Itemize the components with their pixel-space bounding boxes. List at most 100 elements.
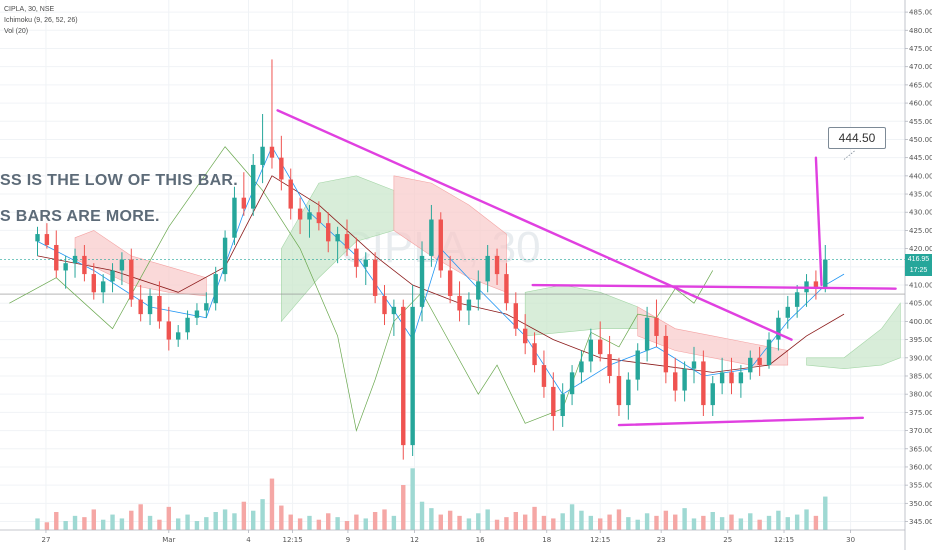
candle-body <box>185 317 190 333</box>
x-tick-label: 12:15 <box>283 536 303 544</box>
candle-body <box>794 292 800 307</box>
x-tick-label: 16 <box>476 536 485 544</box>
candle-body <box>776 317 781 340</box>
volume-bar <box>588 515 594 530</box>
candle-body <box>691 361 697 369</box>
volume-bar <box>532 506 537 530</box>
volume-bar <box>776 510 781 530</box>
candle-body <box>157 295 162 322</box>
candle-body <box>204 303 209 311</box>
legend-symbol[interactable]: CIPLA, 30, NSE <box>4 6 55 13</box>
candle-body <box>344 234 350 249</box>
volume-bar <box>241 501 247 530</box>
volume-bar <box>691 518 697 530</box>
chart-legend: CIPLA, 30, NSE Ichimoku (9, 26, 52, 26) … <box>4 4 78 37</box>
y-tick-label: 465.00 <box>909 81 932 89</box>
candle-body <box>372 259 378 296</box>
candle-body <box>260 146 265 165</box>
price-callout[interactable]: 444.50 <box>828 127 886 149</box>
candle-body <box>607 354 612 376</box>
volume-bar <box>719 517 725 530</box>
volume-bar <box>654 515 659 530</box>
candle-body <box>129 259 134 300</box>
candle-body <box>766 339 772 366</box>
volume-bar <box>391 515 397 530</box>
candle-body <box>457 295 462 311</box>
volume-bar <box>344 521 350 530</box>
candle-body <box>91 274 96 293</box>
y-tick-label: 430.00 <box>909 209 932 217</box>
candle-body <box>785 306 790 318</box>
volume-bar <box>438 514 443 530</box>
candle-body <box>54 244 59 271</box>
y-tick-label: 405.00 <box>909 300 932 308</box>
candle-body <box>485 255 490 282</box>
volume-bar <box>541 515 547 530</box>
volume-bar <box>823 496 828 530</box>
y-tick-label: 460.00 <box>909 100 932 108</box>
candle-body <box>532 343 537 366</box>
candle-body <box>82 255 87 275</box>
candle-body <box>541 365 547 387</box>
volume-bar <box>175 518 181 530</box>
candle-body <box>710 383 715 406</box>
volume-bar <box>551 518 556 530</box>
resistance-line[interactable] <box>531 283 897 290</box>
candle-body <box>251 164 256 209</box>
volume-bar <box>419 501 425 530</box>
candle-body <box>635 350 640 380</box>
candle-body <box>166 321 172 340</box>
candle-body <box>232 197 237 238</box>
legend-ichimoku[interactable]: Ichimoku (9, 26, 52, 26) <box>4 17 78 24</box>
candle-body <box>823 259 828 289</box>
volume-bar <box>729 514 734 530</box>
y-tick-label: 385.00 <box>909 372 932 380</box>
callout-pointer <box>843 150 856 160</box>
y-tick-label: 350.00 <box>909 500 932 508</box>
x-tick-label: 9 <box>346 536 350 544</box>
target-projection-line[interactable] <box>814 156 823 287</box>
x-tick-label: 12:15 <box>590 536 610 544</box>
volume-bar <box>363 518 368 530</box>
candle-body <box>438 219 443 271</box>
annotation-text-line2: S BARS ARE MORE. <box>0 208 160 225</box>
candle-body <box>701 361 706 406</box>
volume-bar <box>100 519 106 530</box>
support-line[interactable] <box>617 416 864 427</box>
volume-bar <box>279 505 284 530</box>
countdown-tag: 17:25 <box>905 264 932 276</box>
candle-body <box>813 281 819 289</box>
candle-body <box>363 259 368 267</box>
volume-bar <box>673 514 678 530</box>
volume-bar <box>748 513 753 530</box>
volume-bar <box>232 513 237 530</box>
volume-bar <box>476 513 481 530</box>
candle-body <box>616 375 622 406</box>
candle-body <box>654 317 659 336</box>
legend-volume[interactable]: Vol (20) <box>4 28 29 35</box>
descending-trendline[interactable] <box>276 109 793 341</box>
volume-bar <box>129 510 134 530</box>
y-tick-label: 380.00 <box>909 391 932 399</box>
candle-body <box>288 179 293 209</box>
volume-bar <box>410 468 415 530</box>
volume-bar <box>513 512 519 530</box>
volume-bar <box>522 514 528 530</box>
candle-body <box>72 255 78 264</box>
candle-body <box>147 295 153 315</box>
volume-bar <box>185 514 190 530</box>
volume-bar <box>569 504 575 530</box>
y-tick-label: 455.00 <box>909 118 932 126</box>
volume-bar <box>494 519 500 530</box>
volume-bar <box>260 499 265 530</box>
volume-bar <box>35 518 40 530</box>
volume-bar <box>166 506 172 530</box>
candle-body <box>401 306 406 446</box>
candle-body <box>569 372 575 395</box>
volume-bar <box>354 514 359 530</box>
y-tick-label: 390.00 <box>909 354 932 362</box>
y-tick-label: 485.00 <box>909 9 932 17</box>
y-tick-label: 475.00 <box>909 45 932 53</box>
